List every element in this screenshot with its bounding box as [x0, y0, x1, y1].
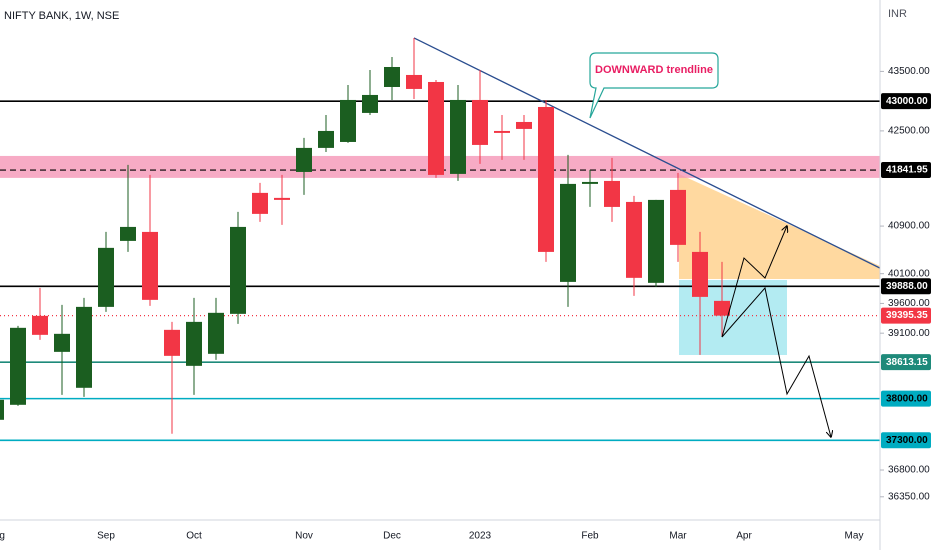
- y-tick-label: 40900.00: [888, 221, 930, 232]
- bullish-path: [721, 226, 787, 338]
- plot-area: DOWNWARD trendline: [0, 37, 880, 442]
- projection-zone: [679, 174, 880, 279]
- y-tick-label: 36350.00: [888, 491, 930, 502]
- x-tick-label: Mar: [669, 531, 687, 542]
- candle-body: [428, 81, 444, 175]
- candle-body: [76, 306, 92, 388]
- candle-body: [98, 247, 114, 307]
- level-label: 39888.00: [886, 281, 928, 292]
- level-badge: [881, 307, 931, 324]
- candle-body: [230, 226, 246, 314]
- x-tick-label: Sep: [97, 531, 115, 542]
- candle-body: [340, 99, 356, 142]
- candle-body: [670, 189, 686, 245]
- candle-body: [142, 231, 158, 300]
- x-tick-label: Aug: [0, 531, 5, 542]
- level-badge: [881, 432, 931, 449]
- currency-label: INR: [888, 8, 907, 20]
- background-layer: [0, 155, 880, 355]
- x-tick-label: Oct: [186, 531, 202, 542]
- candle-body: [406, 74, 422, 89]
- trendline: [413, 37, 880, 269]
- candle-body: [494, 130, 510, 133]
- candle-body: [516, 121, 532, 129]
- candle-body: [208, 312, 224, 354]
- candle-body: [54, 333, 70, 352]
- candle-body: [120, 226, 136, 241]
- candle-body: [32, 315, 48, 335]
- bearish-path: [721, 286, 831, 437]
- candle-body: [296, 147, 312, 172]
- candle-body: [362, 94, 378, 113]
- candle-body: [252, 192, 268, 214]
- candle-body: [560, 183, 576, 282]
- y-tick-label: 39100.00: [888, 328, 930, 339]
- candle-body: [648, 199, 664, 283]
- level-label: 43000.00: [886, 96, 928, 107]
- y-tick-label: 36800.00: [888, 465, 930, 476]
- candle-body: [692, 251, 708, 297]
- level-label: 38613.15: [886, 357, 928, 368]
- level-label: 37300.00: [886, 435, 928, 446]
- x-tick-label: May: [845, 531, 864, 542]
- level-badge: [881, 390, 931, 407]
- callout-box: [589, 52, 719, 119]
- candle-body: [472, 99, 488, 145]
- x-tick-label: Apr: [736, 531, 752, 542]
- chart-title: NIFTY BANK, 1W, NSE: [4, 10, 119, 22]
- level-badge: [881, 278, 931, 295]
- candle-body: [582, 181, 598, 184]
- candle-body: [164, 329, 180, 356]
- x-tick-label: Dec: [383, 531, 401, 542]
- candles-layer: [0, 37, 730, 434]
- level-label: 39395.35: [886, 310, 928, 321]
- candle-body: [714, 300, 730, 316]
- candle-body: [538, 106, 554, 252]
- x-tick-label: Nov: [295, 531, 313, 542]
- callout-text: DOWNWARD trendline: [595, 64, 713, 76]
- candle-body: [604, 180, 620, 207]
- level-badge: [881, 354, 931, 371]
- candle-body: [0, 399, 4, 420]
- candle-body: [318, 130, 334, 148]
- level-label: 38000.00: [886, 393, 928, 404]
- level-label: 41841.95: [886, 165, 928, 176]
- candle-body: [384, 66, 400, 87]
- level-badge: [881, 93, 931, 110]
- x-tick-label: 2023: [469, 531, 492, 542]
- y-tick-label: 42500.00: [888, 126, 930, 137]
- axis-layer: 43500.00 42500.00 40900.00 40100.00 39600.00…: [0, 66, 931, 542]
- candle-body: [186, 321, 202, 366]
- candle-body: [626, 201, 642, 278]
- y-tick-label: 39600.00: [888, 298, 930, 309]
- drawings-layer: DOWNWARD trendline: [589, 52, 831, 437]
- y-tick-label: 43500.00: [888, 66, 930, 77]
- candle-body: [10, 327, 26, 405]
- level-badge: [881, 162, 931, 179]
- candle-body: [274, 197, 290, 200]
- x-tick-label: Feb: [581, 531, 599, 542]
- y-tick-label: 40100.00: [888, 268, 930, 279]
- candle-body: [450, 99, 466, 174]
